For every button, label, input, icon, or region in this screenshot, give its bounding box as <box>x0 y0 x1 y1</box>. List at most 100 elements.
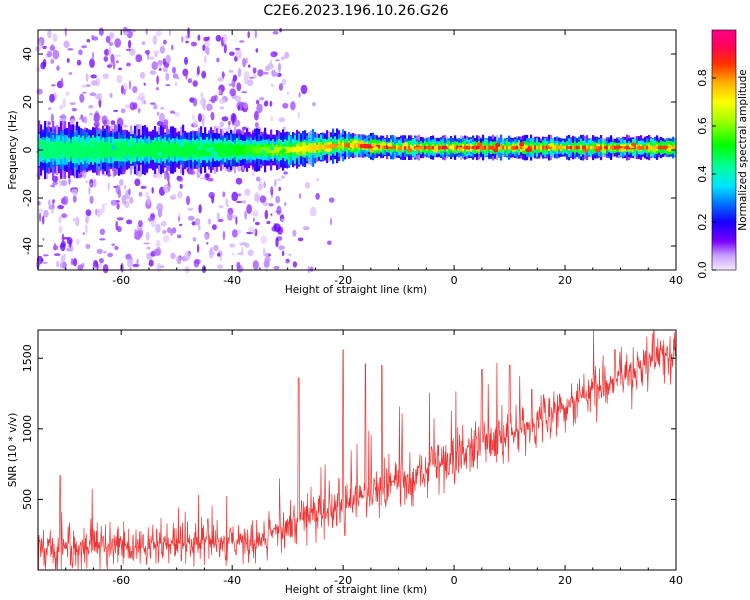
band-cell <box>200 146 203 154</box>
band-cell <box>380 145 383 149</box>
noise-speck <box>98 258 104 264</box>
band-cell <box>572 145 575 150</box>
noise-speck <box>272 72 279 77</box>
noise-speck <box>47 29 52 39</box>
band-cell <box>62 146 65 154</box>
noise-speck <box>298 193 302 199</box>
noise-speck <box>182 68 189 77</box>
noise-speck <box>235 49 242 59</box>
noise-speck <box>236 229 242 234</box>
band-cell <box>60 146 63 154</box>
band-cell <box>94 145 97 155</box>
noise-speck <box>185 195 191 206</box>
noise-speck <box>263 252 269 257</box>
band-cell <box>144 146 147 154</box>
noise-speck <box>284 202 287 206</box>
noise-speck <box>96 248 103 255</box>
band-hotspot <box>213 151 219 156</box>
band-hotspot <box>89 143 95 148</box>
band-hotspot <box>125 155 131 159</box>
noise-speck <box>219 106 224 110</box>
band-cell <box>104 145 107 155</box>
noise-speck <box>169 110 175 114</box>
noise-speck <box>152 35 158 45</box>
band-cell <box>542 146 545 150</box>
noise-speck <box>229 51 235 56</box>
noise-speck <box>169 229 174 236</box>
noise-speck <box>85 216 88 224</box>
noise-speck <box>270 186 274 196</box>
noise-speck <box>254 221 260 226</box>
band-cell <box>250 146 253 154</box>
noise-speck <box>274 179 277 187</box>
noise-speck <box>68 176 71 185</box>
noise-speck <box>242 242 247 246</box>
band-cell <box>176 146 179 154</box>
noise-speck <box>134 178 141 187</box>
band-hotspot <box>387 142 393 147</box>
band-cell <box>92 146 95 154</box>
noise-speck <box>176 77 180 80</box>
noise-speck <box>126 258 134 268</box>
noise-speck <box>123 88 126 96</box>
noise-speck <box>85 243 91 250</box>
noise-speck <box>58 178 62 188</box>
noise-speck <box>79 117 83 120</box>
noise-speck <box>190 41 197 47</box>
band-cell <box>470 146 473 150</box>
band-cell <box>528 146 531 149</box>
noise-speck <box>247 64 251 68</box>
noise-speck <box>114 245 119 251</box>
noise-speck <box>98 262 103 269</box>
noise-speck <box>266 220 271 225</box>
colorbar-scale <box>712 30 736 270</box>
band-hotspot <box>407 148 413 153</box>
noise-speck <box>125 48 132 51</box>
band-cell <box>234 146 237 154</box>
band-cell <box>42 146 45 154</box>
band-cell <box>662 145 665 150</box>
band-cell <box>360 143 363 148</box>
noise-speck <box>204 55 207 64</box>
band-cell <box>500 145 503 150</box>
noise-speck <box>235 216 238 225</box>
band-cell <box>98 146 101 154</box>
band-cell <box>384 145 387 149</box>
noise-speck <box>60 255 66 263</box>
band-cell <box>618 145 621 150</box>
band-cell <box>656 146 659 149</box>
band-cell <box>276 147 279 153</box>
noise-speck <box>252 67 257 74</box>
noise-speck <box>72 258 78 267</box>
band-cell <box>264 147 267 153</box>
band-cell <box>622 145 625 150</box>
noise-speck <box>40 259 44 262</box>
noise-speck <box>141 41 146 45</box>
noise-speck <box>216 57 220 63</box>
band-cell <box>112 146 115 154</box>
band-cell <box>96 146 99 154</box>
noise-speck <box>104 48 110 56</box>
band-cell <box>312 145 315 151</box>
noise-speck <box>115 54 121 58</box>
colorbar-tick-label: 0.0 <box>696 261 709 279</box>
band-hotspot <box>39 155 45 160</box>
spectrogram-x-label: Height of straight line (km) <box>285 284 427 296</box>
noise-speck <box>71 107 77 112</box>
band-cell <box>486 146 489 150</box>
band-cell <box>196 146 199 154</box>
noise-speck <box>40 61 46 70</box>
band-cell <box>202 147 205 153</box>
noise-speck <box>244 188 251 196</box>
band-cell <box>178 146 181 154</box>
noise-speck <box>70 258 74 266</box>
band-cell <box>138 146 141 154</box>
band-hotspot <box>527 147 533 152</box>
noise-speck <box>278 186 282 192</box>
noise-speck <box>222 230 226 241</box>
band-hotspot <box>127 142 133 147</box>
band-cell <box>346 143 349 148</box>
noise-speck <box>162 66 168 73</box>
band-cell <box>306 145 309 152</box>
band-cell <box>216 147 219 153</box>
